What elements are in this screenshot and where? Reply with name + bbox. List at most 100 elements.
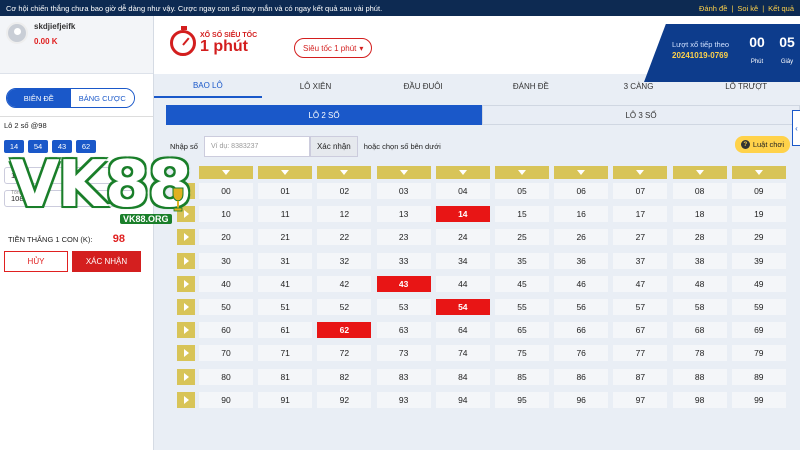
tab-lo-xien[interactable]: LÔ XIÊN bbox=[299, 81, 332, 91]
number-cell[interactable]: 39 bbox=[731, 252, 786, 269]
number-cell[interactable]: 82 bbox=[317, 368, 372, 385]
number-cell[interactable]: 07 bbox=[613, 183, 668, 199]
rules-button[interactable]: ? Luật chơi bbox=[734, 136, 790, 153]
column-select-arrow[interactable] bbox=[554, 166, 609, 179]
column-select-arrow[interactable] bbox=[258, 166, 313, 179]
number-cell[interactable]: 15 bbox=[495, 206, 549, 223]
number-cell[interactable]: 70 bbox=[199, 345, 253, 362]
number-cell[interactable]: 50 bbox=[199, 299, 253, 315]
number-cell[interactable]: 21 bbox=[258, 229, 313, 246]
number-cell[interactable]: 05 bbox=[495, 183, 549, 199]
number-cell[interactable]: 94 bbox=[435, 391, 490, 408]
chip-number[interactable]: 54 bbox=[28, 140, 48, 153]
number-cell[interactable]: 01 bbox=[258, 183, 313, 199]
number-cell[interactable]: 14 bbox=[435, 206, 490, 223]
number-cell[interactable]: 54 bbox=[435, 299, 490, 315]
row-select-arrow[interactable] bbox=[177, 299, 195, 315]
number-cell[interactable]: 43 bbox=[376, 275, 431, 292]
number-cell[interactable]: 59 bbox=[731, 299, 786, 315]
number-cell[interactable]: 74 bbox=[435, 345, 490, 362]
number-cell[interactable]: 45 bbox=[495, 275, 549, 292]
speed-mode-select[interactable]: Siêu tốc 1 phút ▾ bbox=[294, 38, 373, 58]
number-cell[interactable]: 25 bbox=[495, 229, 549, 246]
number-cell[interactable]: 87 bbox=[613, 368, 668, 385]
row-select-arrow[interactable] bbox=[177, 252, 195, 269]
chip-number[interactable]: 62 bbox=[76, 140, 96, 153]
number-cell[interactable]: 41 bbox=[258, 275, 313, 292]
number-cell[interactable]: 40 bbox=[199, 275, 253, 292]
number-cell[interactable]: 99 bbox=[731, 391, 786, 408]
points-input[interactable]: Số điểm 1.0 bbox=[4, 167, 142, 184]
number-cell[interactable]: 31 bbox=[258, 252, 313, 269]
number-cell[interactable]: 72 bbox=[317, 345, 372, 362]
link-ket-qua[interactable]: Kết quả bbox=[768, 3, 794, 13]
number-cell[interactable]: 36 bbox=[554, 252, 609, 269]
number-cell[interactable]: 88 bbox=[672, 368, 727, 385]
number-cell[interactable]: 66 bbox=[554, 322, 609, 339]
total-bet-input[interactable]: Tổng cược (K) 108.00 bbox=[4, 190, 142, 207]
number-cell[interactable]: 81 bbox=[258, 368, 313, 385]
tab-danh-de[interactable]: ĐÁNH ĐỀ bbox=[512, 81, 549, 91]
cancel-button[interactable]: HỦY bbox=[4, 251, 68, 272]
number-cell[interactable]: 28 bbox=[672, 229, 727, 246]
number-cell[interactable]: 84 bbox=[435, 368, 490, 385]
number-cell[interactable]: 24 bbox=[435, 229, 490, 246]
column-select-arrow[interactable] bbox=[199, 166, 253, 179]
number-cell[interactable]: 83 bbox=[376, 368, 431, 385]
column-select-arrow[interactable] bbox=[495, 166, 549, 179]
number-cell[interactable]: 02 bbox=[317, 183, 372, 199]
number-cell[interactable]: 53 bbox=[376, 299, 431, 315]
number-cell[interactable]: 08 bbox=[672, 183, 727, 199]
number-cell[interactable]: 69 bbox=[731, 322, 786, 339]
number-cell[interactable]: 38 bbox=[672, 252, 727, 269]
number-cell[interactable]: 20 bbox=[199, 229, 253, 246]
number-cell[interactable]: 55 bbox=[495, 299, 549, 315]
number-cell[interactable]: 30 bbox=[199, 252, 253, 269]
number-cell[interactable]: 12 bbox=[317, 206, 372, 223]
number-cell[interactable]: 46 bbox=[554, 275, 609, 292]
tab-lo-3-so[interactable]: LÔ 3 SỐ bbox=[482, 105, 800, 125]
confirm-number-button[interactable]: Xác nhận bbox=[309, 136, 358, 157]
column-select-arrow[interactable] bbox=[613, 166, 668, 179]
number-cell[interactable]: 03 bbox=[376, 183, 431, 199]
tab-bang-cuoc[interactable]: BẢNG CƯỢC bbox=[70, 89, 134, 107]
number-cell[interactable]: 35 bbox=[495, 252, 549, 269]
number-cell[interactable]: 16 bbox=[554, 206, 609, 223]
number-cell[interactable]: 04 bbox=[435, 183, 490, 199]
number-cell[interactable]: 98 bbox=[672, 391, 727, 408]
column-select-arrow[interactable] bbox=[731, 166, 786, 179]
number-cell[interactable]: 56 bbox=[554, 299, 609, 315]
number-cell[interactable]: 11 bbox=[258, 206, 313, 223]
number-cell[interactable]: 75 bbox=[495, 345, 549, 362]
tab-lo-truot[interactable]: LÔ TRƯỢT bbox=[725, 81, 768, 91]
number-cell[interactable]: 62 bbox=[317, 322, 372, 339]
number-cell[interactable]: 76 bbox=[554, 345, 609, 362]
number-cell[interactable]: 91 bbox=[258, 391, 313, 408]
number-cell[interactable]: 33 bbox=[376, 252, 431, 269]
column-select-arrow[interactable] bbox=[435, 166, 490, 179]
number-cell[interactable]: 49 bbox=[731, 275, 786, 292]
column-select-arrow[interactable] bbox=[672, 166, 727, 179]
number-cell[interactable]: 93 bbox=[376, 391, 431, 408]
number-cell[interactable]: 86 bbox=[554, 368, 609, 385]
number-cell[interactable]: 78 bbox=[672, 345, 727, 362]
number-cell[interactable]: 95 bbox=[495, 391, 549, 408]
confirm-button[interactable]: XÁC NHẬN bbox=[72, 251, 141, 272]
number-cell[interactable]: 42 bbox=[317, 275, 372, 292]
number-cell[interactable]: 37 bbox=[613, 252, 668, 269]
number-cell[interactable]: 58 bbox=[672, 299, 727, 315]
tab-bao-lo[interactable]: BAO LÔ bbox=[154, 74, 262, 98]
number-cell[interactable]: 92 bbox=[317, 391, 372, 408]
number-cell[interactable]: 22 bbox=[317, 229, 372, 246]
number-cell[interactable]: 71 bbox=[258, 345, 313, 362]
number-cell[interactable]: 60 bbox=[199, 322, 253, 339]
number-cell[interactable]: 13 bbox=[376, 206, 431, 223]
number-cell[interactable]: 32 bbox=[317, 252, 372, 269]
tab-bien-de[interactable]: BIÊN ĐỀ bbox=[7, 89, 71, 107]
number-cell[interactable]: 77 bbox=[613, 345, 668, 362]
number-cell[interactable]: 09 bbox=[731, 183, 786, 199]
number-cell[interactable]: 34 bbox=[435, 252, 490, 269]
number-cell[interactable]: 29 bbox=[731, 229, 786, 246]
tab-dau-duoi[interactable]: ĐẦU ĐUÔI bbox=[403, 81, 443, 91]
number-cell[interactable]: 17 bbox=[613, 206, 668, 223]
